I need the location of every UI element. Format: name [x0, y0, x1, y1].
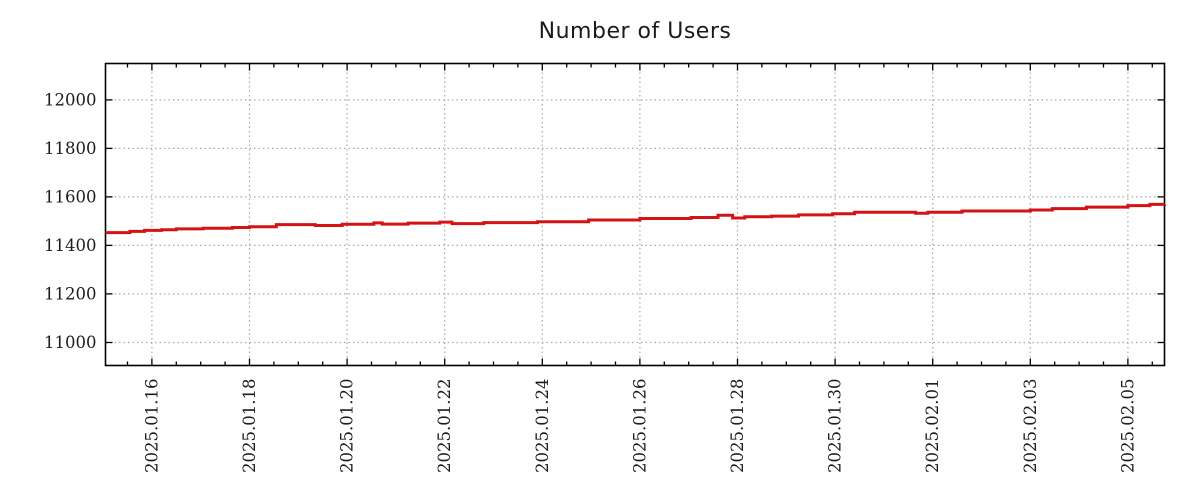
x-axis-labels: 2025.01.16 2025.01.18 2025.01.20 2025.01.22… [142, 378, 1137, 472]
y-axis-tick-label: 11400 [44, 236, 97, 255]
x-axis-tick-label: 2025.01.22 [435, 379, 454, 473]
x-axis-tick-label: 2025.02.01 [923, 378, 942, 472]
y-axis-labels: 11000 11200 11400 11600 11800 12000 [44, 90, 97, 352]
x-axis-tick-label: 2025.01.28 [728, 379, 747, 473]
x-axis-tick-label: 2025.01.26 [630, 379, 649, 473]
x-axis-tick-label: 2025.01.18 [240, 379, 259, 473]
y-axis-tick-label: 11000 [44, 333, 97, 352]
y-axis-tick-label: 11800 [44, 139, 97, 158]
tick-marks [105, 63, 1165, 366]
chart-title: Number of Users [539, 19, 732, 44]
x-axis-tick-label: 2025.02.03 [1021, 379, 1040, 473]
grid [105, 63, 1165, 366]
plot-border [104, 62, 1166, 367]
x-axis-tick-label: 2025.02.05 [1118, 379, 1137, 473]
data-line-users [105, 202, 1166, 235]
y-axis-tick-label: 11600 [44, 187, 97, 206]
x-axis-tick-label: 2025.01.20 [338, 379, 357, 473]
y-axis-tick-label: 12000 [44, 90, 97, 109]
x-axis-tick-label: 2025.01.30 [826, 379, 845, 473]
x-axis-tick-label: 2025.01.24 [533, 379, 552, 473]
y-axis-tick-label: 11200 [44, 284, 97, 303]
x-axis-tick-label: 2025.01.16 [142, 379, 161, 473]
